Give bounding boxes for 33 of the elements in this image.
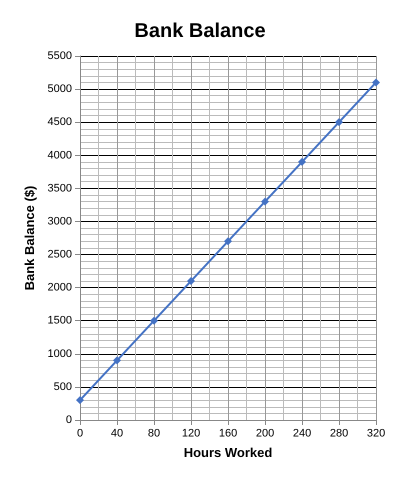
- x-tick-label: 40: [110, 428, 124, 440]
- point: [298, 158, 306, 166]
- x-tick-label: 320: [366, 428, 386, 440]
- y-tick-label: 4500: [48, 116, 72, 128]
- y-tick-label: 4000: [48, 149, 72, 162]
- x-tick-label: 200: [256, 428, 274, 440]
- y-tick-label: 1000: [48, 348, 72, 360]
- point: [224, 237, 232, 246]
- y-tick-label: 2500: [48, 248, 72, 261]
- x-tick-label: 240: [292, 428, 312, 440]
- point: [372, 78, 380, 86]
- chart-title: Bank Balance: [134, 20, 266, 42]
- y-tick-label: 5000: [48, 83, 72, 96]
- point: [113, 356, 121, 364]
- y-tick-label: 500: [54, 380, 72, 393]
- y-tick-label: 0: [66, 414, 72, 426]
- y-tick-label: 3500: [48, 182, 72, 194]
- point: [335, 118, 343, 126]
- x-tick-label: 80: [148, 428, 160, 440]
- point: [261, 198, 269, 206]
- x-axis-title: Hours Worked: [184, 445, 272, 460]
- point: [187, 277, 195, 286]
- x-tick-label: 160: [218, 428, 238, 440]
- y-axis-title: Bank Balance ($): [22, 186, 37, 290]
- x-tick-label: 280: [330, 428, 348, 440]
- y-tick-label: 1500: [48, 314, 72, 327]
- y-tick-label: 3000: [48, 215, 72, 228]
- y-tick-label: 2000: [48, 282, 72, 294]
- point: [150, 316, 158, 325]
- point: [76, 396, 84, 404]
- y-tick-label: 5500: [48, 50, 72, 62]
- x-tick-label: 120: [182, 428, 200, 440]
- x-tick-label: 0: [76, 428, 84, 440]
